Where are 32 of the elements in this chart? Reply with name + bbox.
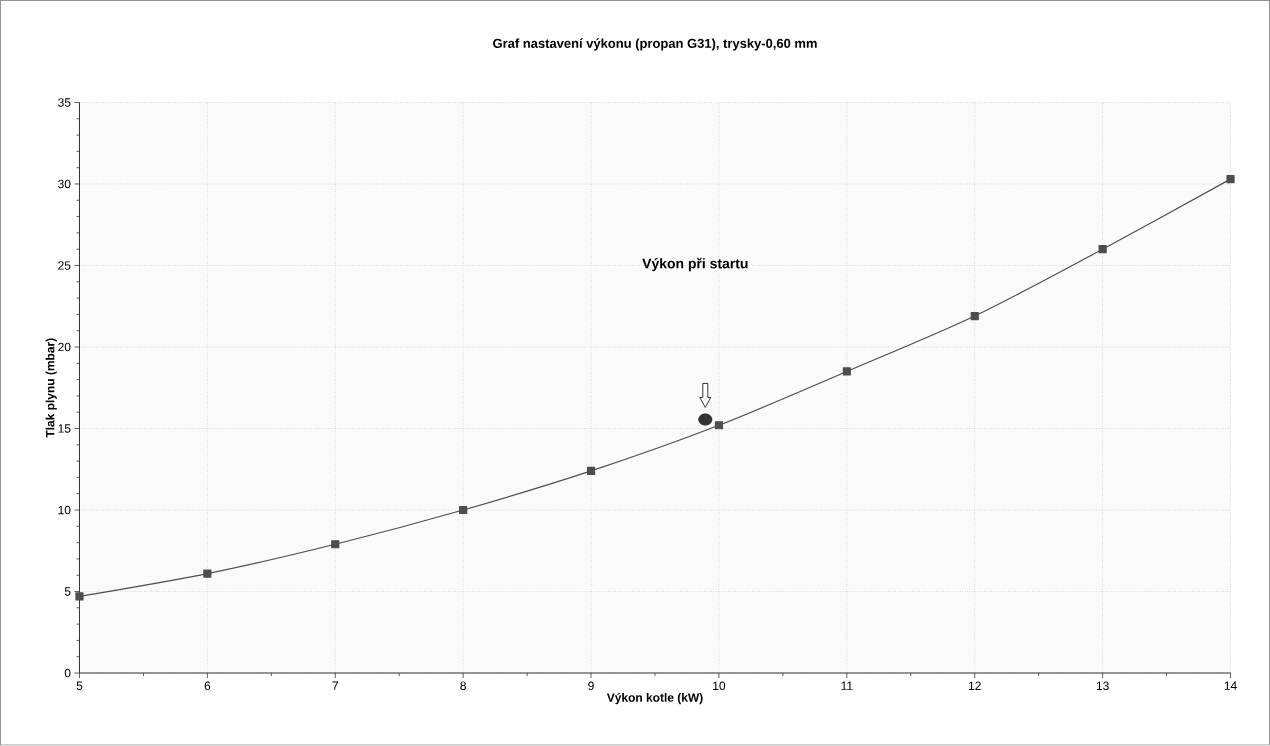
point — [459, 506, 468, 515]
x-tick-label: 14 — [1224, 681, 1237, 691]
point — [970, 312, 979, 321]
point — [842, 367, 851, 376]
y-tick-label: 30 — [58, 180, 71, 189]
x-tick-label: 12 — [968, 681, 981, 691]
y-tick-label: 25 — [58, 261, 71, 270]
x-axis-title: Výkon kotle (kW) — [606, 693, 703, 705]
point — [586, 467, 596, 476]
point — [1098, 245, 1107, 254]
y-tick-label: 0 — [64, 669, 71, 678]
point — [203, 569, 212, 578]
chart-title: Graf nastavení výkonu (propan G31), trysky-0,60 mm — [493, 38, 817, 51]
y-tick-label: 10 — [58, 506, 71, 515]
point — [1226, 175, 1235, 184]
y-tick-label: 5 — [64, 587, 71, 596]
x-tick-label: 11 — [841, 681, 853, 691]
point — [714, 421, 724, 430]
point — [331, 540, 340, 549]
point — [75, 592, 84, 601]
y-tick-label: 35 — [58, 98, 71, 107]
y-tick-label: 15 — [58, 424, 71, 433]
x-tick-label: 13 — [1096, 681, 1109, 691]
x-tick-label: 10 — [713, 681, 726, 691]
x-tick-label: 7 — [332, 681, 338, 691]
x-tick-label: 9 — [588, 681, 594, 691]
x-tick-label: 8 — [460, 681, 466, 691]
x-tick-label: 5 — [76, 681, 83, 691]
annotation: Výkon při startu — [642, 258, 748, 272]
y-tick-label: 20 — [58, 343, 71, 352]
x-tick-label: 6 — [204, 681, 211, 691]
y-axis-title: Tlak plynu (mbar) — [45, 338, 57, 438]
